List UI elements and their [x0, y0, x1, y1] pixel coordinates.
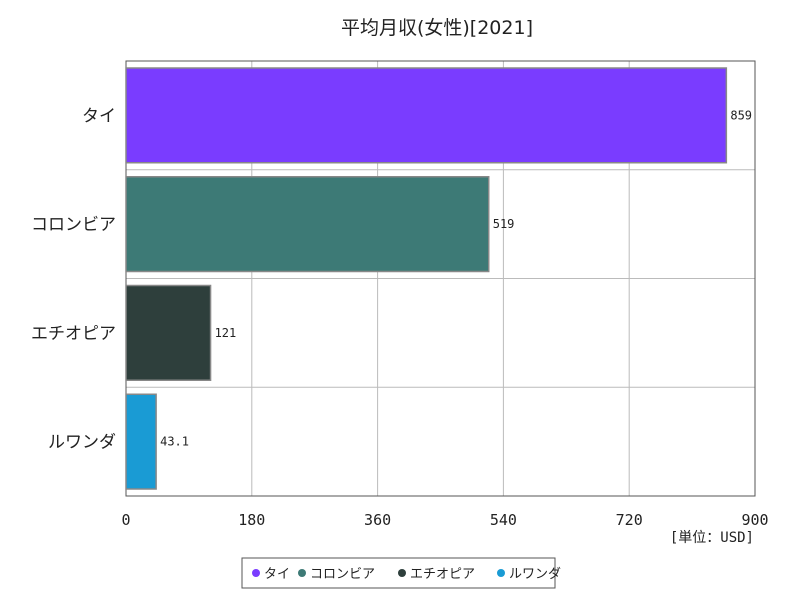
legend: タイ コロンビア エチオピア ルワンダ — [241, 557, 561, 589]
legend-entry: コロンビア — [310, 567, 375, 582]
plot-frame — [125, 60, 756, 497]
x-tick-label: 900 — [741, 511, 768, 529]
x-tick-label: 0 — [121, 511, 130, 529]
legend-marker — [497, 569, 505, 577]
unit-label: [単位：USD] — [670, 530, 754, 546]
bar — [125, 393, 157, 490]
bar — [125, 284, 212, 381]
x-tick-label: 360 — [364, 511, 391, 529]
bars — [125, 67, 728, 490]
bar — [125, 67, 728, 164]
data-label: 859 — [730, 108, 752, 122]
x-tick-label: 540 — [490, 511, 517, 529]
legend-entry: エチオピア — [410, 567, 475, 582]
legend-marker — [252, 569, 260, 577]
x-tick-label: 180 — [238, 511, 265, 529]
legend-marker — [398, 569, 406, 577]
data-labels: 859 519 121 43.1 — [160, 108, 752, 448]
legend-marker — [298, 569, 306, 577]
x-tick-label: 720 — [616, 511, 643, 529]
legend-entry: ルワンダ — [509, 567, 561, 582]
data-label: 121 — [215, 326, 237, 340]
category-label: タイ — [82, 106, 116, 126]
x-tick-labels: 0 180 360 540 720 900 — [121, 511, 768, 529]
legend-entry: タイ — [264, 567, 290, 582]
category-label: コロンビア — [31, 215, 116, 235]
data-label: 519 — [493, 217, 515, 231]
chart-title: 平均月収(女性)[2021] — [341, 17, 533, 39]
data-label: 43.1 — [160, 435, 189, 449]
category-label: エチオピア — [31, 324, 116, 344]
category-label: ルワンダ — [48, 433, 116, 453]
bar — [125, 176, 490, 273]
